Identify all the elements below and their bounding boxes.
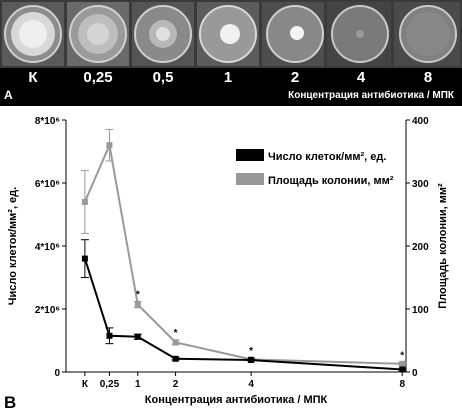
dish-label-4: 4	[356, 69, 366, 86]
data-point	[172, 339, 179, 346]
significance-star: *	[136, 289, 140, 300]
petri-dish-row	[0, 0, 462, 68]
data-point	[134, 301, 141, 308]
right-tick-label: 100	[412, 305, 429, 316]
x-axis-title: Концентрация антибиотика / МПК	[145, 394, 328, 406]
legend-swatch-area	[236, 173, 264, 185]
series-line	[83, 258, 403, 371]
panel-a-photo-strip: К 0,25 0,5 1 2 4 8 A Концентрация антиби…	[0, 0, 462, 106]
dish-label-2: 2	[290, 69, 300, 86]
dish-label-1: 1	[223, 69, 233, 86]
data-point	[134, 333, 141, 340]
series-cells	[80, 239, 407, 373]
series-area	[80, 128, 407, 367]
series-line	[83, 141, 403, 365]
x-tick-label: 2	[173, 379, 179, 390]
data-point	[81, 198, 88, 205]
dish-label-8: 8	[423, 69, 433, 86]
panel-b-chart: 0 2*10⁶ 4*10⁶ 6*10⁶ 8*10⁶ 0 100 200 300 400 К 0,2…	[4, 116, 449, 412]
data-point	[399, 360, 406, 367]
significance-star: *	[174, 328, 178, 339]
panel-a-caption: Концентрация антибиотика / МПК	[288, 90, 454, 101]
x-tick-label: 4	[248, 379, 254, 390]
x-tick-label: 0,25	[100, 379, 120, 390]
x-axis-ticks: К 0,25 1 2 4 8	[82, 372, 405, 390]
data-point	[81, 255, 88, 262]
data-point	[399, 366, 406, 373]
left-tick-label: 2*10⁶	[35, 305, 60, 316]
left-tick-label: 0	[54, 368, 60, 379]
legend-label-area: Площадь колонии, мм²	[268, 175, 394, 187]
panel-b-letter: B	[4, 393, 16, 412]
significance-star: *	[400, 351, 404, 362]
data-point	[106, 142, 113, 149]
petri-dish-4	[327, 2, 391, 66]
data-point	[106, 332, 113, 339]
data-point	[172, 355, 179, 362]
legend: Число клеток/мм², ед. Площадь колонии, м…	[236, 149, 394, 187]
right-tick-label: 200	[412, 242, 429, 253]
dish-label-control: К	[28, 69, 38, 86]
dish-label-0-25: 0,25	[83, 69, 113, 86]
right-tick-label: 300	[412, 179, 429, 190]
significance-star: *	[249, 346, 253, 357]
petri-dish-8	[394, 2, 460, 66]
legend-swatch-cells	[236, 149, 264, 161]
dish-label-0-5: 0,5	[152, 69, 174, 86]
series-layer	[80, 128, 407, 373]
right-axis-ticks: 0 100 200 300 400	[406, 116, 429, 379]
right-tick-label: 0	[412, 368, 418, 379]
left-axis-ticks: 0 2*10⁶ 4*10⁶ 6*10⁶ 8*10⁶	[35, 116, 66, 379]
panel-a-letter: A	[4, 88, 13, 102]
x-tick-label: 8	[399, 379, 405, 390]
x-tick-label: К	[82, 379, 89, 390]
petri-dish-2	[262, 2, 324, 66]
petri-dish-0-5	[132, 2, 194, 66]
right-tick-label: 400	[412, 116, 429, 127]
data-point	[248, 357, 255, 364]
left-tick-label: 8*10⁶	[35, 116, 60, 127]
petri-dish-1	[197, 2, 259, 66]
significance-marks: * * * *	[136, 289, 404, 361]
petri-dish-0-25	[67, 2, 129, 66]
legend-label-cells: Число клеток/мм², ед.	[268, 151, 386, 163]
x-tick-label: 1	[135, 379, 141, 390]
y-axis-right-title: Площадь колонии, мм²	[437, 183, 449, 309]
left-tick-label: 4*10⁶	[35, 242, 60, 253]
y-axis-left-title: Число клеток/мм², ед.	[7, 187, 19, 305]
left-tick-label: 6*10⁶	[35, 179, 60, 190]
petri-dish-control	[2, 2, 64, 66]
